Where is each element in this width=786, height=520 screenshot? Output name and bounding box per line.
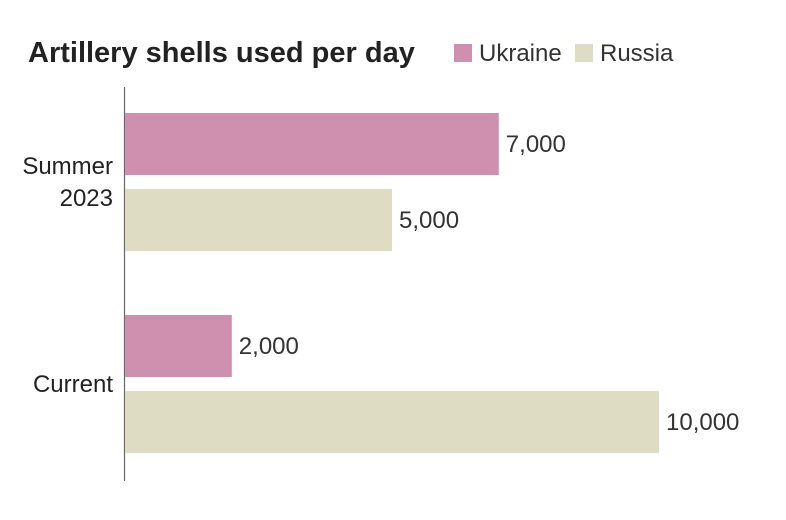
category-label-0-line-1: 2023 xyxy=(60,185,113,212)
value-label-russia-1: 10,000 xyxy=(666,409,739,436)
legend-label-ukraine: Ukraine xyxy=(479,40,562,67)
legend: Ukraine Russia xyxy=(454,40,674,67)
category-label-0-line-0: Summer xyxy=(22,153,113,180)
bars-group: 7,000 5,000 2,000 10,000 xyxy=(125,113,739,453)
value-label-ukraine-0: 7,000 xyxy=(506,131,566,158)
chart-title: Artillery shells used per day xyxy=(28,37,415,69)
bar-russia-1 xyxy=(125,391,659,453)
value-label-russia-0: 5,000 xyxy=(399,207,459,234)
bar-russia-0 xyxy=(125,189,392,251)
value-label-ukraine-1: 2,000 xyxy=(239,333,299,360)
legend-label-russia: Russia xyxy=(600,40,674,67)
bar-ukraine-0 xyxy=(125,113,499,175)
category-label-1-line-0: Current xyxy=(33,371,113,398)
bar-ukraine-1 xyxy=(125,315,232,377)
category-labels: Summer 2023 Current xyxy=(22,153,113,398)
legend-swatch-ukraine xyxy=(454,44,472,62)
legend-swatch-russia xyxy=(575,44,593,62)
